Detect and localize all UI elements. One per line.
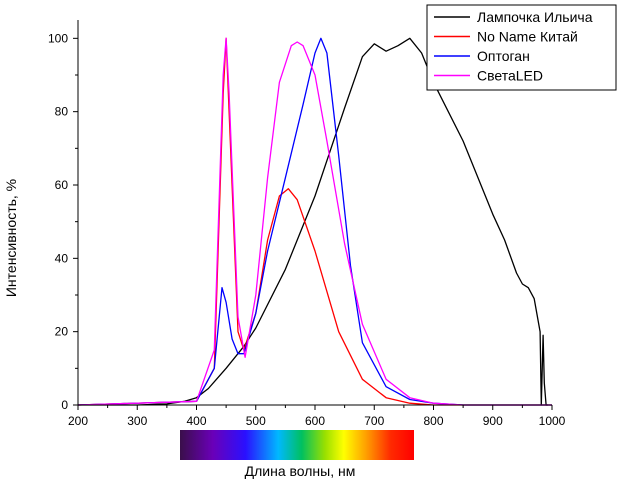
x-tick-label: 500 xyxy=(246,414,266,428)
x-tick-label: 700 xyxy=(364,414,384,428)
legend-label-3: Оптоган xyxy=(477,48,530,64)
legend-label-2: No Name Китай xyxy=(477,29,578,45)
x-tick-label: 200 xyxy=(68,414,88,428)
x-tick-label: 800 xyxy=(423,414,443,428)
legend-label-4: СветаLED xyxy=(477,68,543,84)
x-tick-label: 300 xyxy=(127,414,147,428)
y-tick-label: 20 xyxy=(55,325,69,339)
x-tick-label: 1000 xyxy=(539,414,566,428)
x-tick-label: 400 xyxy=(186,414,206,428)
legend-label-1: Лампочка Ильича xyxy=(477,9,593,25)
legend: Лампочка Ильича No Name Китай Оптоган Света… xyxy=(426,4,617,91)
ticks-layer: 200 300 400 500 600 700 800 900 1000 0 20 40 60 80 100 xyxy=(48,31,566,428)
x-tick-label: 600 xyxy=(305,414,325,428)
series-line-2 xyxy=(77,37,552,406)
x-axis-label: Длина волны, нм xyxy=(245,463,356,479)
spectrum-gradient xyxy=(180,430,414,460)
x-tick-label: 900 xyxy=(483,414,503,428)
y-tick-label: 100 xyxy=(48,31,68,45)
y-tick-label: 0 xyxy=(61,398,68,412)
visible-spectrum-bar xyxy=(180,430,414,460)
series-line-1 xyxy=(78,37,548,406)
y-tick-label: 60 xyxy=(55,178,69,192)
series-line-3 xyxy=(77,37,552,406)
curves-layer xyxy=(77,37,552,406)
y-tick-label: 40 xyxy=(55,251,69,265)
y-axis-label: Интенсивность, % xyxy=(3,179,19,297)
series-line-4 xyxy=(77,37,552,406)
y-tick-label: 80 xyxy=(55,105,69,119)
